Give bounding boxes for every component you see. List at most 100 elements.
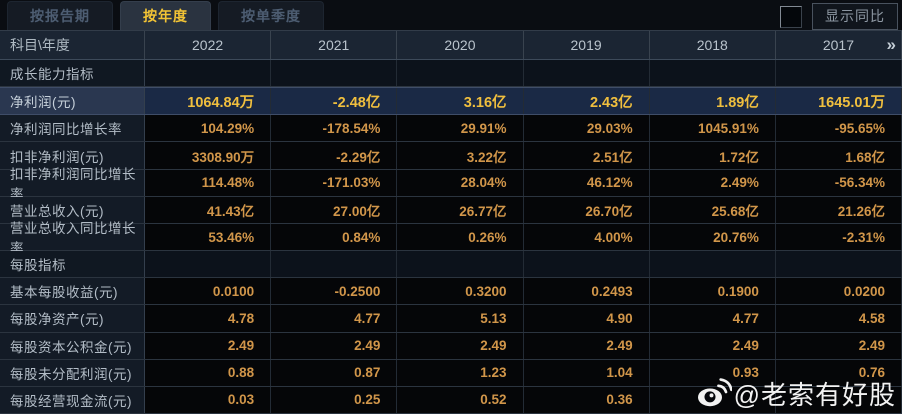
value-cell: 114.48% [145,169,272,196]
value-cell [523,251,650,278]
value-cell: -95.65% [775,115,902,142]
table-row[interactable]: 营业总收入(元) 41.43亿 27.00亿 26.77亿 26.70亿 25.68亿 21… [0,196,902,224]
value-cell: 3.22亿 [397,142,524,169]
value-cell [775,386,902,414]
tab-report-period[interactable]: 按报告期 [7,1,113,30]
value-cell: 4.58 [775,305,902,332]
value-cell [145,251,272,278]
value-cell [775,60,902,87]
value-cell: 0.93 [649,359,776,386]
value-cell: 0.84% [271,223,398,251]
year-header: 2017 [776,31,902,59]
value-cell [271,251,398,278]
table-row[interactable]: 净利润(元) 1064.84万 -2.48亿 3.16亿 2.43亿 1.89亿 1645.… [0,87,902,116]
value-cell: 4.77 [271,305,398,332]
value-cell: 2.49 [775,332,902,359]
value-cell [775,251,902,278]
value-cell: 0.3200 [397,278,524,305]
value-cell: 29.03% [523,115,650,142]
value-cell: 1064.84万 [145,88,272,115]
value-cell: 53.46% [145,223,272,251]
section-row[interactable]: 每股指标 [0,251,902,279]
value-cell: 1645.01万 [775,88,902,115]
value-cell: 4.77 [649,305,776,332]
value-cell: 0.0200 [775,278,902,305]
value-cell [649,386,776,414]
value-cell: 4.78 [145,305,272,332]
value-cell: 2.49% [649,169,776,196]
value-cell: 4.90 [523,305,650,332]
table-row[interactable]: 基本每股收益(元) 0.0100 -0.2500 0.3200 0.2493 0.1900… [0,278,902,306]
year-header: 2018 [650,31,776,59]
value-cell: -0.2500 [271,278,398,305]
table-row[interactable]: 扣非净利润同比增长率 114.48% -171.03% 28.04% 46.12% 2.4… [0,167,902,202]
value-cell: 27.00亿 [271,196,398,223]
section-row[interactable]: 成长能力指标 [0,60,902,88]
value-cell: 2.49 [523,332,650,359]
table-row[interactable]: 扣非净利润(元) 3308.90万 -2.29亿 3.22亿 2.51亿 1.72亿 1.6… [0,142,902,170]
value-cell: 0.25 [271,386,398,414]
row-label: 扣非净利润同比增长率 [0,167,145,202]
value-cell [271,60,398,87]
table-row[interactable]: 每股净资产(元) 4.78 4.77 5.13 4.90 4.77 4.58 [0,305,902,333]
table-body: 成长能力指标 净利润(元) 1064.84万 -2.48亿 3.16亿 2.43亿 1.89… [0,60,902,414]
value-cell: 29.91% [397,115,524,142]
show-yoy-label[interactable]: 显示同比 [812,3,898,30]
value-cell: 1.89亿 [649,88,776,115]
value-cell: 1.04 [523,359,650,386]
table-row[interactable]: 净利润同比增长率 104.29% -178.54% 29.91% 29.03% 1045.… [0,115,902,143]
value-cell [145,60,272,87]
value-cell: 0.87 [271,359,398,386]
value-cell: 41.43亿 [145,196,272,223]
value-cell: 0.1900 [649,278,776,305]
corner-header: 科目\年度 [0,31,145,59]
value-cell [649,60,776,87]
row-label: 营业总收入同比增长率 [0,221,145,256]
value-cell: 3308.90万 [145,142,272,169]
value-cell: -2.31% [775,223,902,251]
indicators-table: 科目\年度 2022 2021 2020 2019 2018 2017» 成长能力指标 净利… [0,30,902,414]
value-cell: 1.72亿 [649,142,776,169]
table-row[interactable]: 每股经营现金流(元) 0.03 0.25 0.52 0.36 [0,386,902,414]
row-label: 净利润(元) [0,88,145,115]
value-cell: -2.48亿 [271,88,398,115]
value-cell: 2.49 [397,332,524,359]
value-cell [523,60,650,87]
value-cell: 26.70亿 [523,196,650,223]
value-cell [397,60,524,87]
tab-single-quarter[interactable]: 按单季度 [218,1,324,30]
year-header: 2021 [271,31,398,59]
more-columns-icon[interactable]: » [886,35,897,54]
period-tabbar: 按报告期 按年度 按单季度 显示同比 [0,0,902,30]
row-label: 每股经营现金流(元) [0,386,145,414]
row-label: 每股净资产(元) [0,305,145,332]
row-label: 净利润同比增长率 [0,115,145,142]
value-cell: 3.16亿 [397,88,524,115]
year-header: 2019 [524,31,650,59]
value-cell: 28.04% [397,169,524,196]
value-cell: 26.77亿 [397,196,524,223]
value-cell: 0.0100 [145,278,272,305]
value-cell: 2.49 [649,332,776,359]
value-cell: 46.12% [523,169,650,196]
row-label: 营业总收入(元) [0,196,145,223]
value-cell: 1.68亿 [775,142,902,169]
value-cell: -171.03% [271,169,398,196]
value-cell: 0.03 [145,386,272,414]
value-cell: 2.49 [145,332,272,359]
show-yoy-checkbox[interactable] [780,5,802,28]
table-row[interactable]: 营业总收入同比增长率 53.46% 0.84% 0.26% 4.00% 20.76% -2.… [0,221,902,256]
value-cell: 0.36 [523,386,650,414]
value-cell: -2.29亿 [271,142,398,169]
year-header: 2022 [145,31,272,59]
table-row[interactable]: 每股未分配利润(元) 0.88 0.87 1.23 1.04 0.93 0.76 [0,359,902,387]
table-header-row: 科目\年度 2022 2021 2020 2019 2018 2017» [0,31,902,60]
table-row[interactable]: 每股资本公积金(元) 2.49 2.49 2.49 2.49 2.49 2.49 [0,332,902,360]
value-cell: 2.49 [271,332,398,359]
tab-annual[interactable]: 按年度 [120,1,211,30]
row-label: 扣非净利润(元) [0,142,145,169]
value-cell: 0.88 [145,359,272,386]
value-cell: -178.54% [271,115,398,142]
value-cell: 0.76 [775,359,902,386]
